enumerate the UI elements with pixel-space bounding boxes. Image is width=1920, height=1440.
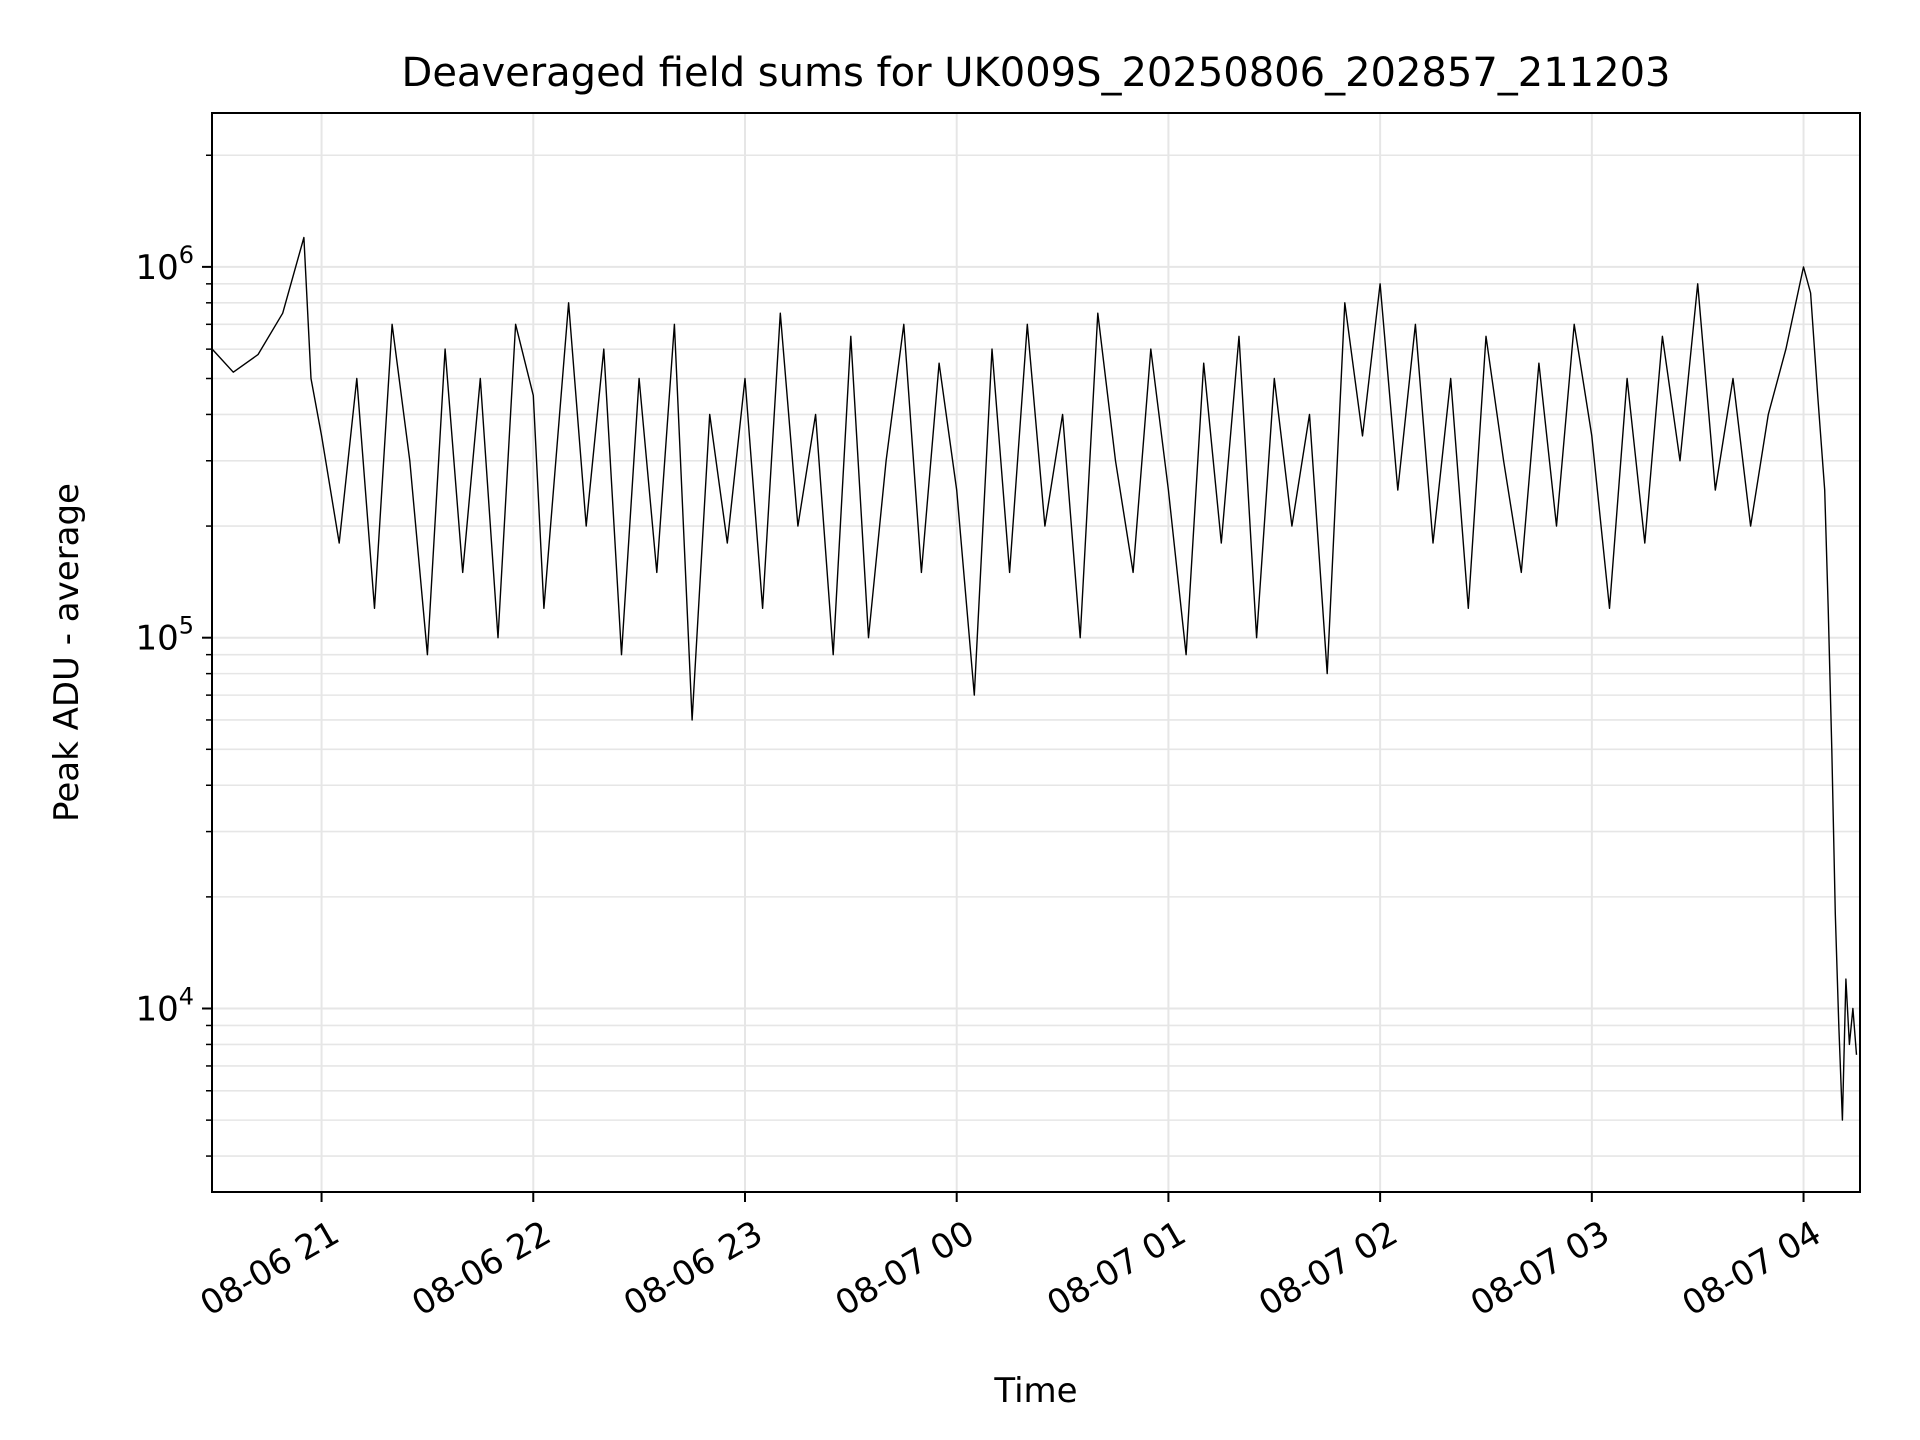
plot-frame <box>211 112 1861 1193</box>
chart-title: Deaveraged field sums for UK009S_2025080… <box>402 50 1671 96</box>
y-tick-label: 104 <box>135 983 194 1030</box>
grid <box>212 113 1860 1192</box>
data-area <box>211 236 1858 1121</box>
y-axis-label: Peak ADU - average <box>47 483 87 822</box>
y-tick-label: 106 <box>135 241 194 288</box>
y-tick-label: 105 <box>135 612 194 659</box>
series-line-0 <box>211 236 1858 1121</box>
x-axis-label: Time <box>993 1371 1077 1411</box>
